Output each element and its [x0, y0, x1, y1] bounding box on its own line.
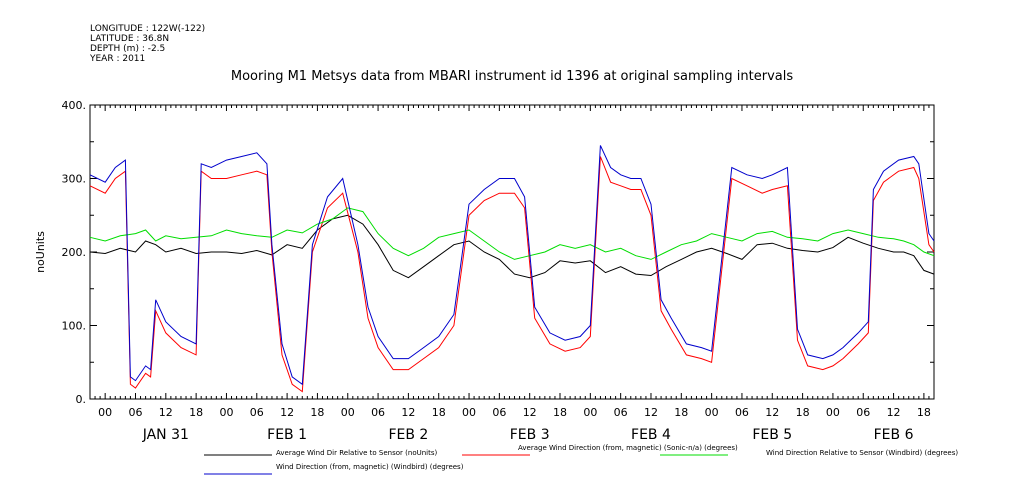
- day-label: FEB 1: [267, 427, 307, 443]
- x-tick-label: 00: [98, 406, 112, 419]
- x-tick-label: 00: [705, 406, 719, 419]
- labels-layer: 0. 100. 200. 300. 400. 00 06 12 18 00 06 12 18 00 06 12…: [62, 99, 931, 443]
- x-tick-label: 18: [917, 406, 931, 419]
- x-tick-label: 12: [159, 406, 173, 419]
- series-layer: [89, 145, 935, 393]
- x-tick-label: 00: [583, 406, 597, 419]
- y-tick-label: 0.: [76, 393, 87, 406]
- meta-longitude: LONGITUDE : 122W(-122): [90, 24, 205, 34]
- meta-year: YEAR : 2011: [89, 54, 145, 64]
- legend-label-3: Wind Direction Relative to Sensor (Windb…: [766, 449, 958, 457]
- x-tick-label: 06: [492, 406, 506, 419]
- x-tick-label: 12: [523, 406, 537, 419]
- day-label: JAN 31: [142, 427, 189, 443]
- y-tick-label: 300.: [62, 173, 87, 186]
- x-tick-label: 18: [553, 406, 567, 419]
- legend-label-4: Wind Direction (from, magnetic) (Windbir…: [276, 463, 464, 471]
- x-tick-label: 06: [371, 406, 385, 419]
- chart-title: Mooring M1 Metsys data from MBARI instru…: [231, 69, 793, 84]
- x-tick-label: 18: [189, 406, 203, 419]
- y-axis-label: noUnits: [34, 231, 47, 273]
- x-tick-label: 00: [826, 406, 840, 419]
- meta-depth: DEPTH (m) : -2.5: [90, 44, 165, 54]
- day-label: FEB 4: [631, 427, 671, 443]
- x-tick-label: 06: [735, 406, 749, 419]
- x-tick-label: 12: [280, 406, 294, 419]
- x-tick-label: 12: [401, 406, 415, 419]
- legend-label-1: Average Wind Dir Relative to Sensor (noU…: [276, 449, 437, 457]
- x-tick-label: 06: [614, 406, 628, 419]
- x-tick-label: 06: [250, 406, 264, 419]
- x-tick-label: 00: [462, 406, 476, 419]
- y-tick-label: 400.: [62, 99, 87, 112]
- day-label: FEB 6: [874, 427, 914, 443]
- x-tick-label: 06: [128, 406, 142, 419]
- x-tick-label: 18: [674, 406, 688, 419]
- day-label: FEB 3: [510, 427, 550, 443]
- y-tick-label: 100.: [62, 320, 87, 333]
- meta-latitude: LATITUDE : 36.8N: [90, 34, 169, 44]
- x-tick-label: 18: [310, 406, 324, 419]
- x-tick-label: 00: [219, 406, 233, 419]
- series-line-3: [89, 207, 935, 260]
- day-label: FEB 5: [752, 427, 792, 443]
- series-line-2: [89, 156, 935, 393]
- x-tick-label: 18: [432, 406, 446, 419]
- x-tick-label: 18: [796, 406, 810, 419]
- series-line-1: [89, 214, 935, 279]
- x-tick-label: 00: [341, 406, 355, 419]
- x-tick-label: 06: [856, 406, 870, 419]
- y-tick-label: 200.: [62, 246, 87, 259]
- x-tick-label: 12: [644, 406, 658, 419]
- x-tick-label: 12: [887, 406, 901, 419]
- legend-label-2: Average Wind Direction (from, magnetic) …: [518, 444, 738, 452]
- series-line-4: [89, 145, 935, 386]
- x-tick-label: 12: [765, 406, 779, 419]
- day-label: FEB 2: [388, 427, 428, 443]
- legend: Average Wind Dir Relative to Sensor (noU…: [204, 444, 958, 475]
- ticks-layer: [89, 104, 935, 400]
